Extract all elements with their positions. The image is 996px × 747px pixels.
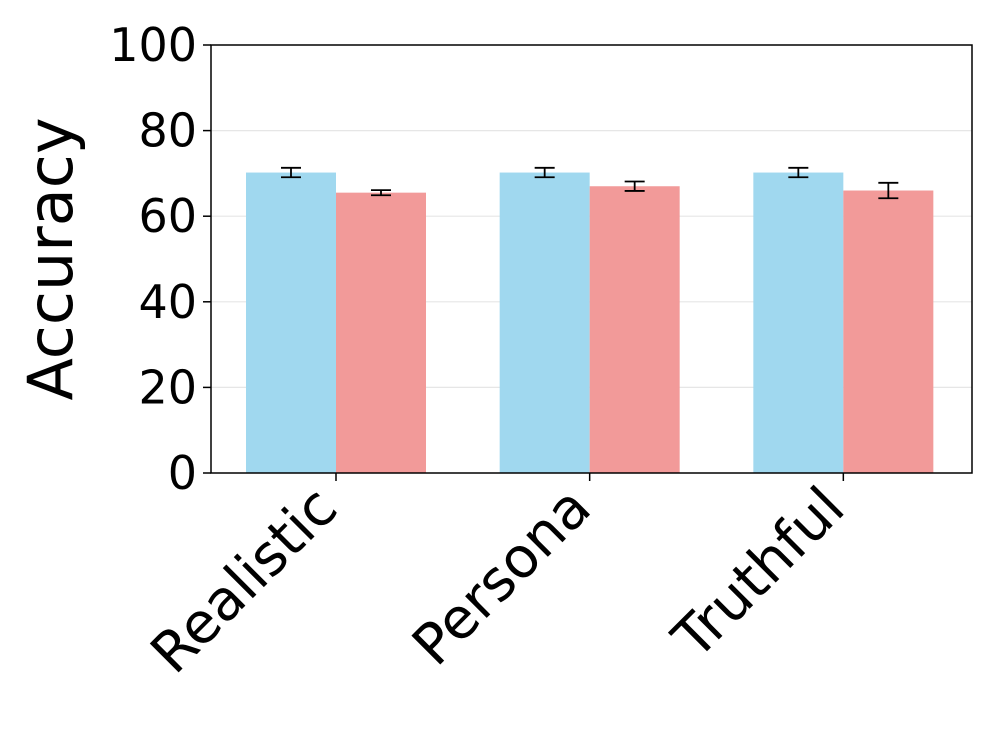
plot-frame — [210, 44, 973, 474]
y-tick-label: 20 — [138, 360, 197, 414]
bar — [753, 172, 844, 473]
y-tick-label: 100 — [109, 18, 197, 72]
x-axis-ticks: Realistic Persona Truthful — [139, 473, 857, 686]
x-tick-label: Truthful — [660, 475, 857, 672]
bars — [246, 172, 934, 474]
y-tick-label: 80 — [138, 104, 197, 158]
error-bars — [281, 166, 899, 200]
y-tick-label: 0 — [168, 446, 197, 500]
bar — [246, 172, 336, 473]
y-tick-label: 60 — [138, 189, 197, 243]
x-tick-label: Realistic — [139, 475, 350, 686]
x-tick-label: Persona — [400, 475, 603, 678]
y-axis-ticks: 0 20 40 60 80 100 — [109, 18, 211, 500]
bar — [589, 186, 680, 474]
bar — [499, 172, 590, 473]
y-axis-label: Accuracy — [14, 117, 87, 400]
y-tick-label: 40 — [138, 275, 197, 329]
bar — [336, 192, 426, 473]
bar — [843, 190, 934, 473]
